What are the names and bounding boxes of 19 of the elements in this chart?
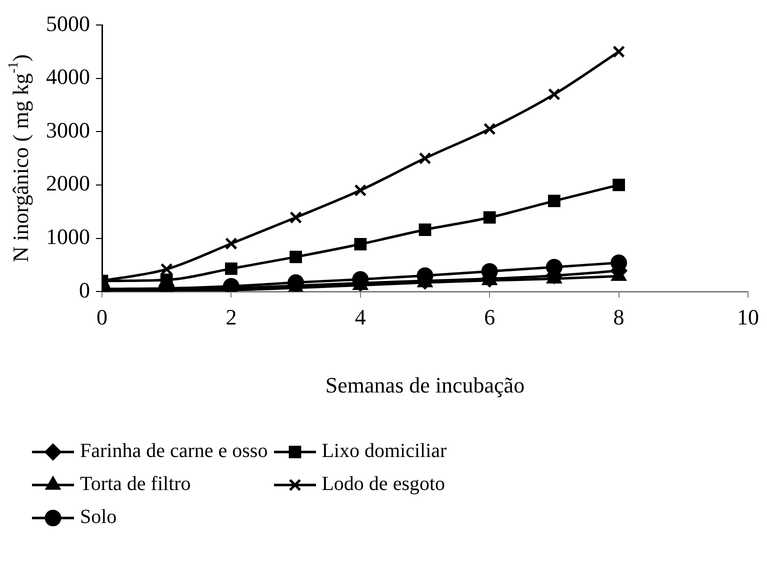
- x-tick-label: 4: [354, 304, 366, 330]
- x-axis-title: Semanas de incubação: [325, 372, 525, 398]
- y-tick-label: 5000: [46, 10, 90, 36]
- y-tick-label: 4000: [46, 64, 90, 90]
- legend-label: Solo: [80, 506, 117, 529]
- legend-label: Farinha de carne e osso: [80, 440, 268, 463]
- x-tick-label: 8: [613, 304, 624, 330]
- legend-label: Torta de filtro: [80, 473, 191, 496]
- legend-label: Lixo domiciliar: [322, 440, 447, 463]
- x-tick-label: 0: [96, 304, 108, 330]
- y-tick-label: 0: [79, 277, 90, 302]
- y-tick-label: 1000: [46, 224, 90, 250]
- legend-label: Lodo de esgoto: [322, 473, 446, 496]
- x-tick-label: 6: [484, 304, 496, 330]
- x-tick-label: 2: [226, 304, 237, 330]
- y-tick-label: 3000: [46, 117, 90, 142]
- y-axis-title: N inorgânico ( mg kg-1): [6, 54, 33, 262]
- y-tick-label: 2000: [46, 170, 90, 196]
- x-tick-label: 10: [737, 304, 759, 330]
